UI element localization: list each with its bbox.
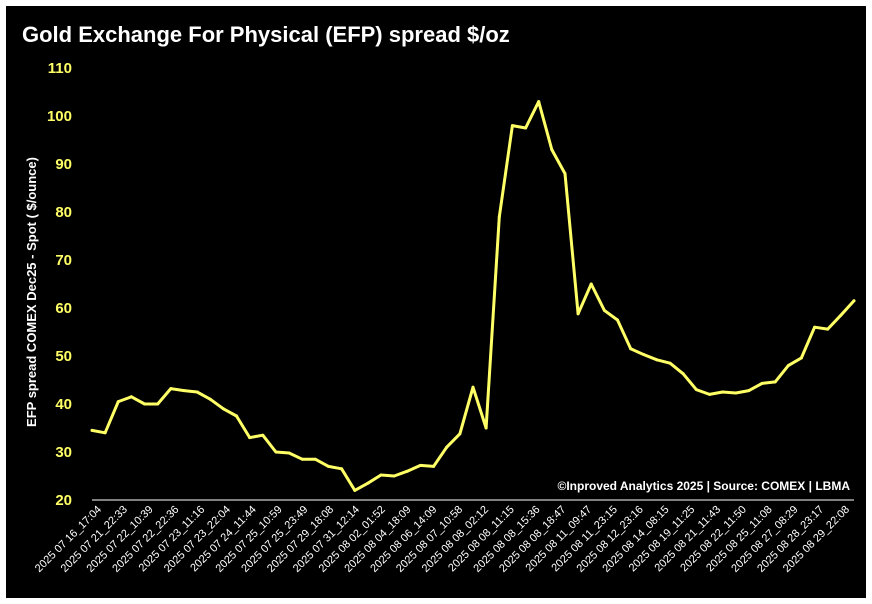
data-point (602, 308, 606, 312)
y-tick-label: 80 (55, 204, 72, 221)
source-annotation: ©Inproved Analytics 2025 | Source: COMEX… (557, 479, 850, 493)
data-point (747, 389, 751, 393)
chart-frame: Gold Exchange For Physical (EFP) spread … (6, 6, 866, 598)
data-point (734, 391, 738, 395)
data-point (432, 464, 436, 468)
data-point (418, 463, 422, 467)
data-point (129, 395, 133, 399)
y-tick-label: 70 (55, 252, 72, 269)
data-point (221, 407, 225, 411)
data-point (208, 397, 212, 401)
data-point (589, 282, 593, 286)
data-point (169, 387, 173, 391)
data-point (340, 467, 344, 471)
data-point (799, 356, 803, 360)
data-point (156, 402, 160, 406)
data-point (379, 473, 383, 477)
data-point (826, 327, 830, 331)
data-point (497, 215, 501, 219)
data-point (484, 426, 488, 430)
efp-spread-line (90, 100, 856, 492)
data-point (195, 390, 199, 394)
data-point (405, 469, 409, 473)
y-tick-label: 60 (55, 300, 72, 317)
data-point (471, 385, 475, 389)
data-point (392, 474, 396, 478)
y-tick-label: 90 (55, 156, 72, 173)
chart-title: Gold Exchange For Physical (EFP) spread … (22, 22, 510, 47)
data-point (445, 445, 449, 449)
data-points (90, 100, 856, 492)
data-point (707, 392, 711, 396)
y-tick-label: 40 (55, 396, 72, 413)
data-point (366, 481, 370, 485)
y-tick-label: 100 (47, 108, 72, 125)
data-point (694, 388, 698, 392)
y-axis-label: EFP spread COMEX Dec25 - Spot ( $/ounce) (24, 157, 39, 427)
data-point (773, 380, 777, 384)
data-point (668, 361, 672, 365)
data-point (510, 124, 514, 128)
y-tick-label: 50 (55, 348, 72, 365)
data-point (326, 464, 330, 468)
data-point (576, 312, 580, 316)
data-point (537, 100, 541, 104)
data-point (353, 488, 357, 492)
data-point (550, 148, 554, 152)
data-point (458, 432, 462, 436)
chart-svg: 20 30 40 50 60 70 80 90 100 110 EFP spread COMEX … (24, 60, 856, 575)
y-tick-label: 30 (55, 444, 72, 461)
data-point (287, 451, 291, 455)
data-point (786, 364, 790, 368)
data-point (103, 431, 107, 435)
data-point (655, 358, 659, 362)
data-point (760, 381, 764, 385)
data-point (248, 436, 252, 440)
data-point (261, 433, 265, 437)
data-point (143, 402, 147, 406)
y-tick-label: 20 (55, 492, 72, 509)
data-point (563, 172, 567, 176)
y-axis-ticks: 20 30 40 50 60 70 80 90 100 110 (47, 60, 72, 509)
data-point (721, 390, 725, 394)
y-tick-label: 110 (48, 60, 72, 77)
data-point (813, 325, 817, 329)
data-point (313, 457, 317, 461)
data-point (642, 353, 646, 357)
data-point (235, 414, 239, 418)
data-point (274, 450, 278, 454)
data-point (524, 126, 528, 130)
data-point (629, 347, 633, 351)
data-point (616, 318, 620, 322)
data-point (116, 400, 120, 404)
data-point (90, 428, 94, 432)
data-point (852, 299, 856, 303)
data-point (681, 372, 685, 376)
data-point (839, 313, 843, 317)
data-point (182, 389, 186, 393)
data-point (300, 457, 304, 461)
